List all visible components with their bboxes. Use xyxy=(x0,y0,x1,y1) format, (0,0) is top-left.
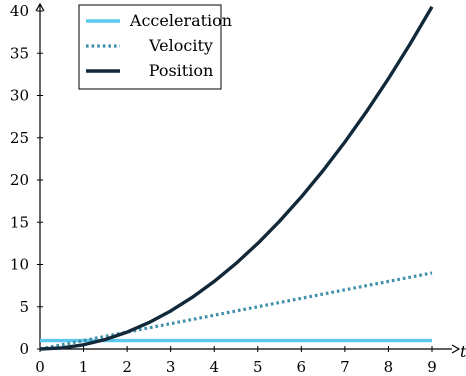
ticks: 0 1 2 3 4 5 6 7 8 9 0 5 10 15 20 25 30 35 40 xyxy=(10,2,437,376)
y-tick-label: 35 xyxy=(10,44,29,62)
legend-label-position: Position xyxy=(149,61,214,80)
x-tick-label: 3 xyxy=(166,358,176,376)
series-velocity-line xyxy=(39,271,433,351)
x-tick-label: 7 xyxy=(340,358,350,376)
x-tick-label: 6 xyxy=(297,358,307,376)
y-tick-label: 40 xyxy=(10,2,29,20)
y-tick-label: 30 xyxy=(10,87,29,105)
x-tick-label: 2 xyxy=(122,358,132,376)
x-tick-label: 9 xyxy=(427,358,437,376)
series-position-line xyxy=(39,5,434,351)
y-tick-label: 0 xyxy=(19,340,29,358)
legend: Acceleration Velocity Position xyxy=(78,4,232,90)
legend-box xyxy=(78,4,222,90)
legend-label-velocity: Velocity xyxy=(148,36,213,55)
y-tick-label: 15 xyxy=(10,213,29,231)
y-tick-label: 5 xyxy=(19,298,29,316)
x-axis-label: t xyxy=(460,342,466,361)
x-tick-label: 0 xyxy=(35,358,45,376)
series-group xyxy=(39,5,434,351)
x-tick-label: 1 xyxy=(79,358,89,376)
axes xyxy=(35,2,461,354)
y-tick-label: 20 xyxy=(10,171,29,189)
y-tick-label: 25 xyxy=(10,129,29,147)
x-tick-label: 8 xyxy=(384,358,394,376)
x-tick-label: 5 xyxy=(253,358,263,376)
x-axis-arrow xyxy=(451,344,461,354)
x-tick-label: 4 xyxy=(209,358,219,376)
y-tick-label: 10 xyxy=(10,256,29,274)
y-axis-arrow xyxy=(35,2,45,12)
legend-label-acceleration: Acceleration xyxy=(129,11,232,30)
